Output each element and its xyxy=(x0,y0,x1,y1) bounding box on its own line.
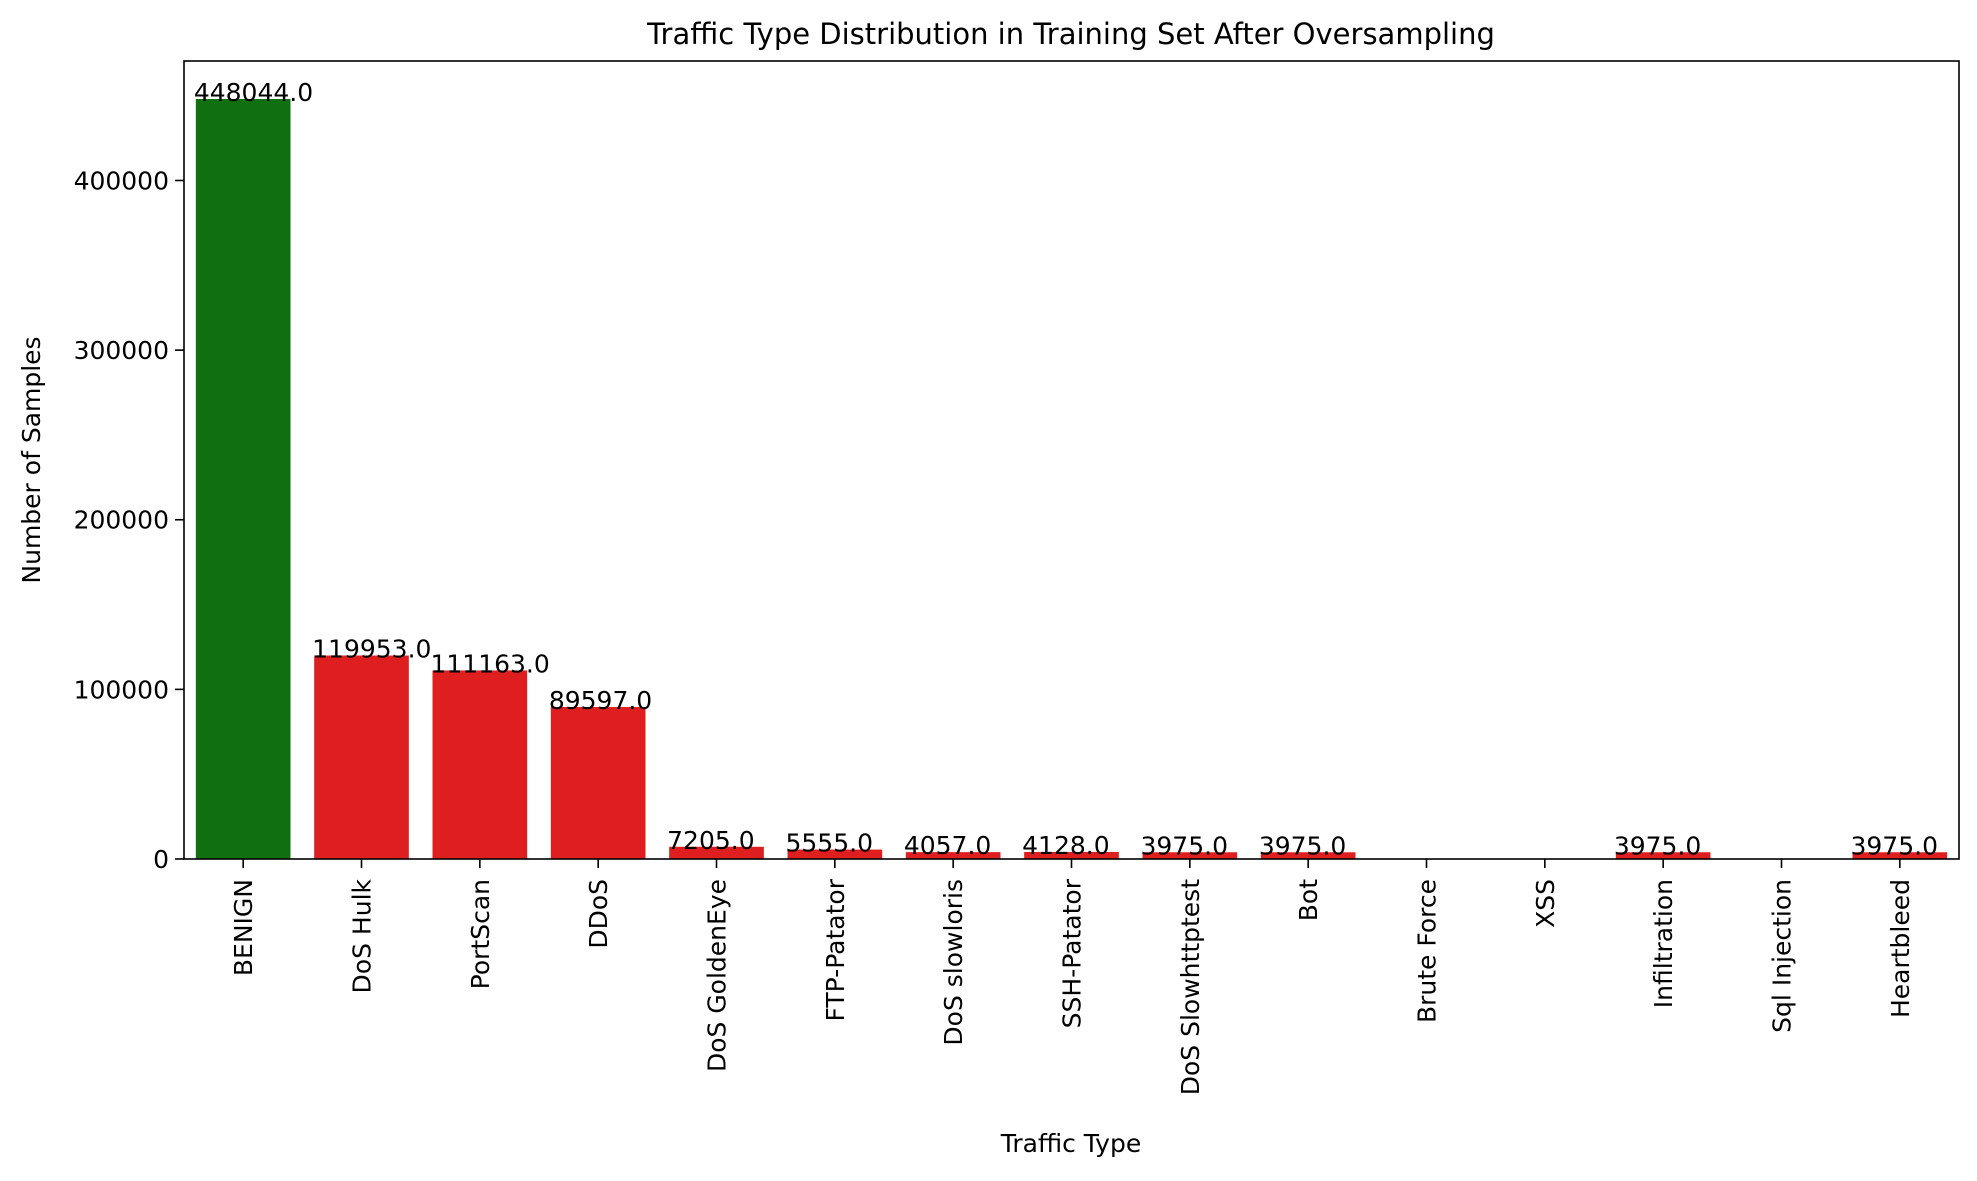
y-tick-label: 300000 xyxy=(74,336,169,365)
bar-dos-slowloris xyxy=(905,852,1001,859)
bar-ssh-patator xyxy=(1024,851,1119,859)
bar-ddos xyxy=(550,707,646,859)
x-tick-label: XSS xyxy=(1531,879,1560,928)
y-axis-title: Number of Samples xyxy=(17,336,46,583)
y-tick-label: 400000 xyxy=(74,166,169,195)
bar-dos-slowhttptest xyxy=(1142,852,1238,859)
x-tick-label: FTP-Patator xyxy=(821,878,850,1021)
x-tick-label: Infiltration xyxy=(1649,879,1678,1008)
data-label: 3975.0 xyxy=(1141,831,1228,860)
x-tick-label: Bot xyxy=(1294,879,1323,921)
data-label: 5555.0 xyxy=(786,829,873,858)
bar-infiltration xyxy=(1615,852,1711,859)
bar-bot xyxy=(1260,852,1356,859)
bar-dos-hulk xyxy=(314,655,409,859)
data-label: 4128.0 xyxy=(1022,831,1109,860)
data-label: 3975.0 xyxy=(1851,831,1938,860)
bar-heartbleed xyxy=(1852,852,1948,859)
bar-dos-goldeneye xyxy=(669,846,764,859)
x-tick-label: DDoS xyxy=(584,879,613,949)
x-tick-label: SSH-Patator xyxy=(1058,878,1087,1028)
data-label: 3975.0 xyxy=(1259,831,1346,860)
y-tick-label: 0 xyxy=(153,845,169,874)
y-tick-label: 200000 xyxy=(74,506,169,535)
data-label: 4057.0 xyxy=(904,831,991,860)
x-tick-label: Heartbleed xyxy=(1886,879,1915,1018)
data-label: 448044.0 xyxy=(194,78,313,107)
x-tick-label: PortScan xyxy=(466,879,495,989)
x-tick-label: DoS Hulk xyxy=(348,878,377,993)
data-label: 7205.0 xyxy=(667,826,754,855)
plot-frame xyxy=(183,60,1960,860)
bar-ftp-patator xyxy=(787,849,883,859)
x-axis-title: Traffic Type xyxy=(1000,1129,1141,1158)
x-tick-label: DoS slowloris xyxy=(939,879,968,1046)
chart-title: Traffic Type Distribution in Training Se… xyxy=(646,17,1495,51)
x-axis: BENIGN DoS Hulk PortScan DDoS DoS GoldenEye F… xyxy=(229,859,1915,1095)
bar-benign xyxy=(195,98,291,859)
x-tick-label: BENIGN xyxy=(229,879,258,976)
x-tick-label: DoS Slowhttptest xyxy=(1176,879,1205,1095)
data-label: 3975.0 xyxy=(1614,831,1701,860)
x-tick-label: DoS GoldenEye xyxy=(703,879,732,1072)
data-label: 89597.0 xyxy=(549,686,652,715)
x-tick-label: Sql Injection xyxy=(1768,879,1797,1033)
data-label: 111163.0 xyxy=(431,649,550,678)
y-axis: 0 100000 200000 300000 400000 xyxy=(74,166,184,874)
y-tick-label: 100000 xyxy=(74,675,169,704)
data-label: 119953.0 xyxy=(312,635,431,664)
x-tick-label: Brute Force xyxy=(1413,879,1442,1023)
bar-portscan xyxy=(432,670,528,859)
bars-layer xyxy=(195,98,1948,859)
